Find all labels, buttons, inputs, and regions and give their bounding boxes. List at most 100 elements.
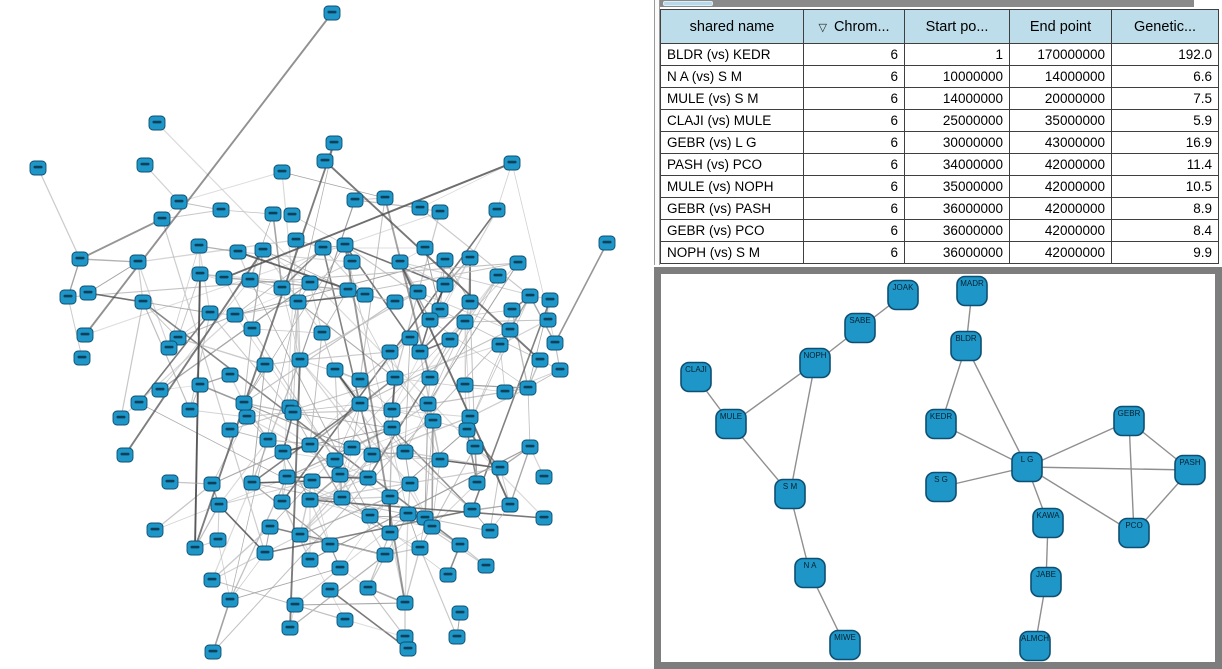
node-jabe[interactable]: JABE (1030, 566, 1062, 598)
network-node[interactable] (519, 380, 537, 396)
column-header-shared-name[interactable]: shared name (660, 9, 804, 44)
node-pash[interactable]: PASH (1174, 454, 1206, 486)
network-node[interactable] (521, 439, 539, 455)
network-node[interactable] (551, 362, 569, 378)
network-node[interactable] (301, 492, 319, 508)
network-node[interactable] (381, 489, 399, 505)
network-node[interactable] (436, 252, 454, 268)
detail-network-canvas[interactable]: JOAK MADR SABE NOPH BLDR CLAJI MULE KEDR GEBR L G… (661, 274, 1215, 662)
network-node[interactable] (396, 629, 414, 645)
network-node[interactable] (531, 352, 549, 368)
network-node[interactable] (287, 232, 305, 248)
network-node[interactable] (278, 469, 296, 485)
network-node[interactable] (376, 190, 394, 206)
network-node[interactable] (136, 157, 154, 173)
network-node[interactable] (201, 305, 219, 321)
network-node[interactable] (336, 237, 354, 253)
network-node[interactable] (598, 235, 616, 251)
network-node[interactable] (336, 612, 354, 628)
network-node[interactable] (333, 490, 351, 506)
network-node[interactable] (212, 202, 230, 218)
network-node[interactable] (264, 206, 282, 222)
network-node[interactable] (439, 567, 457, 583)
column-header-start-po---[interactable]: Start po... (904, 9, 1010, 44)
network-node[interactable] (423, 519, 441, 535)
network-node[interactable] (411, 200, 429, 216)
network-node[interactable] (291, 352, 309, 368)
network-node[interactable] (481, 523, 499, 539)
network-node[interactable] (261, 519, 279, 535)
network-node[interactable] (313, 325, 331, 341)
node-miwe[interactable]: MIWE (829, 629, 861, 661)
network-node[interactable] (376, 547, 394, 563)
network-node[interactable] (112, 410, 130, 426)
network-node[interactable] (76, 327, 94, 343)
network-node[interactable] (489, 268, 507, 284)
network-node[interactable] (186, 540, 204, 556)
network-node[interactable] (396, 444, 414, 460)
network-node[interactable] (431, 204, 449, 220)
network-node[interactable] (243, 475, 261, 491)
network-node[interactable] (461, 250, 479, 266)
node-gebr[interactable]: GEBR (1113, 405, 1145, 437)
network-node[interactable] (539, 312, 557, 328)
network-node[interactable] (343, 440, 361, 456)
table-row[interactable]: MULE (vs) NOPH 6 35000000 42000000 10.5 (660, 175, 1219, 198)
network-node[interactable] (381, 344, 399, 360)
network-node[interactable] (491, 337, 509, 353)
network-node[interactable] (458, 422, 476, 438)
network-node[interactable] (256, 357, 274, 373)
node-pco[interactable]: PCO (1118, 517, 1150, 549)
network-node[interactable] (391, 254, 409, 270)
network-node[interactable] (448, 629, 466, 645)
network-node[interactable] (396, 595, 414, 611)
column-header-genetic---[interactable]: Genetic... (1111, 9, 1219, 44)
network-node[interactable] (229, 244, 247, 260)
network-node[interactable] (170, 194, 188, 210)
network-node[interactable] (314, 240, 332, 256)
network-node[interactable] (421, 370, 439, 386)
network-node[interactable] (283, 207, 301, 223)
network-node[interactable] (503, 155, 521, 171)
network-node[interactable] (71, 251, 89, 267)
network-node[interactable] (546, 335, 564, 351)
network-node[interactable] (291, 527, 309, 543)
network-node[interactable] (281, 620, 299, 636)
network-node[interactable] (153, 211, 171, 227)
network-node[interactable] (401, 476, 419, 492)
network-node[interactable] (256, 545, 274, 561)
network-node[interactable] (461, 294, 479, 310)
network-node[interactable] (273, 164, 291, 180)
node-mule[interactable]: MULE (715, 408, 747, 440)
network-node[interactable] (419, 396, 437, 412)
network-node[interactable] (503, 302, 521, 318)
network-node[interactable] (238, 409, 256, 425)
network-node[interactable] (191, 266, 209, 282)
network-node[interactable] (436, 277, 454, 293)
node-almch[interactable]: ALMCH (1019, 630, 1051, 662)
network-node[interactable] (535, 469, 553, 485)
network-node[interactable] (323, 5, 341, 21)
network-node[interactable] (301, 275, 319, 291)
network-node[interactable] (356, 287, 374, 303)
network-node[interactable] (151, 382, 169, 398)
node-bldr[interactable]: BLDR (950, 330, 982, 362)
network-node[interactable] (451, 605, 469, 621)
network-node[interactable] (273, 280, 291, 296)
network-node[interactable] (509, 255, 527, 271)
network-node[interactable] (161, 474, 179, 490)
network-node[interactable] (535, 510, 553, 526)
network-node[interactable] (226, 307, 244, 323)
network-node[interactable] (456, 377, 474, 393)
network-node[interactable] (346, 192, 364, 208)
network-node[interactable] (521, 288, 539, 304)
node-joak[interactable]: JOAK (887, 279, 919, 311)
network-node[interactable] (501, 322, 519, 338)
network-node[interactable] (463, 502, 481, 518)
network-node[interactable] (130, 395, 148, 411)
table-row[interactable]: CLAJI (vs) MULE 6 25000000 35000000 5.9 (660, 109, 1219, 132)
network-node[interactable] (273, 494, 291, 510)
network-node[interactable] (160, 340, 178, 356)
node-kedr[interactable]: KEDR (925, 408, 957, 440)
table-row[interactable]: MULE (vs) S M 6 14000000 20000000 7.5 (660, 87, 1219, 110)
